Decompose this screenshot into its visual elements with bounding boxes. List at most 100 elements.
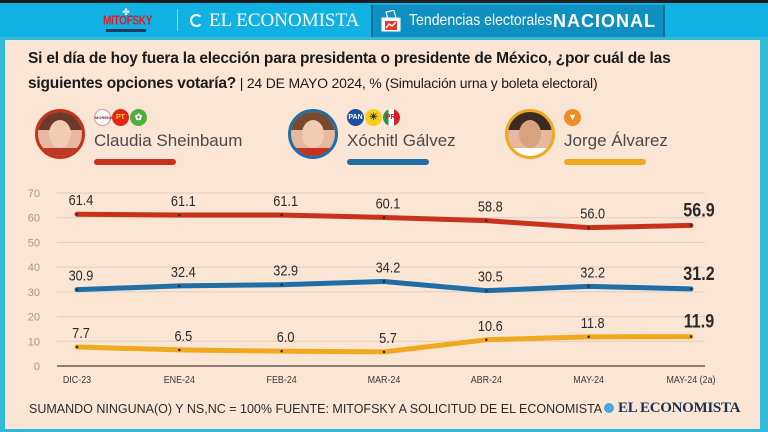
- data-label: 30.9: [69, 267, 94, 284]
- mitofsky-logo: ✤ MITOFSKY: [103, 7, 153, 35]
- candidate-name: Xóchitl Gálvez: [347, 131, 456, 150]
- x-tick-label: ENE-24: [164, 374, 196, 386]
- footer-brand: EL ECONOMISTA: [604, 399, 740, 417]
- content-panel: [5, 40, 760, 429]
- pri-logo-icon: PRI: [383, 109, 400, 126]
- section-scope: NACIONAL: [553, 11, 656, 31]
- x-axis-ticks: DIC-23 ENE-24 FEB-24 MAR-24 ABR-24 MAY-24 MAY-…: [63, 374, 716, 386]
- data-label: 61.1: [273, 192, 298, 209]
- el-economista-logo: EL ECONOMISTA: [190, 9, 359, 33]
- data-label: 61.4: [69, 191, 94, 208]
- data-label: 5.7: [379, 329, 397, 346]
- candidate-photo: [505, 109, 555, 159]
- data-point: [485, 289, 488, 292]
- data-label: 11.9: [684, 310, 715, 332]
- pt-logo-icon: PT: [112, 109, 129, 126]
- mitofsky-wordmark: MITOFSKY: [103, 14, 153, 29]
- data-point: [485, 219, 488, 222]
- data-point: [689, 224, 693, 227]
- series-line: [74, 278, 694, 294]
- el-economista-icon: [604, 403, 614, 413]
- title-separator: |: [236, 75, 247, 91]
- prd-logo-icon: ☀: [365, 109, 382, 126]
- data-label: 32.9: [273, 262, 298, 279]
- question-text: Si el día de hoy fuera la elección para …: [28, 50, 671, 92]
- legend-swatch: [94, 159, 176, 165]
- data-point: [587, 285, 590, 288]
- data-point: [178, 284, 181, 288]
- data-point: [75, 288, 79, 291]
- data-point: [178, 348, 181, 352]
- data-point: [75, 212, 79, 216]
- x-tick-label: ABR-24: [471, 374, 503, 386]
- data-label: 61.1: [171, 192, 196, 209]
- data-labels: 61.4 61.1 61.1 60.1 58.8 56.0 56.9 30.9 32.4 32.9…: [69, 191, 715, 346]
- morena-logo-icon: MORENA: [94, 109, 113, 126]
- pan-logo-icon: PAN: [347, 109, 364, 126]
- candidate-name: Claudia Sheinbaum: [94, 131, 243, 150]
- data-label: 58.8: [478, 198, 503, 215]
- y-tick-label: 60: [28, 213, 40, 225]
- data-label: 6.0: [277, 328, 295, 345]
- series-lines: [74, 211, 694, 355]
- x-tick-label: MAR-24: [368, 374, 401, 386]
- data-point: [280, 283, 283, 286]
- legend-item-sheinbaum: MORENA PT ✿ Claudia Sheinbaum: [35, 109, 255, 175]
- candidate-photo: [288, 109, 338, 159]
- section-banner: Tendencias electorales NACIONAL: [371, 5, 665, 37]
- chart-title: Si el día de hoy fuera la elección para …: [28, 47, 748, 96]
- data-label: 56.0: [580, 205, 605, 222]
- x-tick-label: MAY-24 (2a): [666, 374, 715, 386]
- data-point: [689, 287, 693, 291]
- data-label: 11.8: [581, 314, 605, 331]
- y-tick-label: 40: [28, 262, 40, 274]
- y-tick-label: 10: [28, 336, 40, 348]
- header-banner: ✤ MITOFSKY EL ECONOMISTA Tendencias elec…: [0, 3, 768, 37]
- el-economista-icon: [190, 14, 203, 27]
- party-logos: MORENA PT ✿: [94, 109, 148, 129]
- data-point: [382, 350, 386, 354]
- legend-swatch: [564, 159, 646, 165]
- x-tick-label: FEB-24: [267, 374, 298, 386]
- x-tick-label: DIC-23: [63, 374, 91, 386]
- data-label: 60.1: [376, 194, 401, 211]
- pvem-logo-icon: ✿: [130, 109, 147, 126]
- party-logos: PAN ☀ PRI: [347, 109, 401, 129]
- x-tick-label: MAY-24: [573, 374, 604, 386]
- candidate-photo: [35, 109, 85, 159]
- y-tick-label: 0: [34, 361, 40, 373]
- mitofsky-swirl-icon: ✤: [122, 7, 130, 17]
- data-point: [178, 213, 181, 217]
- y-tick-label: 20: [28, 312, 40, 324]
- data-label: 10.6: [478, 317, 503, 334]
- y-axis-ticks: 0 10 20 30 40 50 60 70: [28, 188, 40, 373]
- data-point: [689, 335, 693, 338]
- mc-logo-icon: ▼: [564, 109, 581, 126]
- data-label: 6.5: [174, 327, 192, 344]
- footer-brand-name: EL ECONOMISTA: [618, 400, 741, 416]
- data-label: 56.9: [683, 199, 715, 221]
- data-point: [587, 226, 590, 229]
- header-divider: [177, 9, 178, 31]
- data-point: [587, 335, 590, 339]
- footer-note: SUMANDO NINGUNA(O) Y NS,NC = 100% FUENTE…: [29, 402, 603, 416]
- data-label: 32.4: [171, 263, 196, 280]
- mitofsky-bar: [106, 29, 146, 32]
- data-label: 31.2: [683, 263, 715, 285]
- data-point: [382, 216, 386, 219]
- data-label: 32.2: [580, 263, 605, 280]
- legend-item-alvarez: ▼ Jorge Álvarez: [505, 109, 725, 175]
- section-label: Tendencias electorales: [409, 12, 553, 29]
- legend-item-galvez: PAN ☀ PRI Xóchitl Gálvez: [288, 109, 508, 175]
- publisher-name: EL ECONOMISTA: [209, 10, 360, 31]
- question-detail: 24 DE MAYO 2024, % (Simulación urna y bo…: [246, 75, 598, 91]
- y-tick-label: 50: [28, 237, 40, 249]
- data-point: [485, 338, 488, 342]
- data-point: [382, 280, 386, 283]
- data-point: [75, 345, 79, 349]
- frame: ✤ MITOFSKY EL ECONOMISTA Tendencias elec…: [0, 3, 768, 432]
- ballot-box-icon: [381, 10, 401, 32]
- y-tick-label: 70: [28, 188, 40, 200]
- data-label: 7.7: [72, 324, 90, 341]
